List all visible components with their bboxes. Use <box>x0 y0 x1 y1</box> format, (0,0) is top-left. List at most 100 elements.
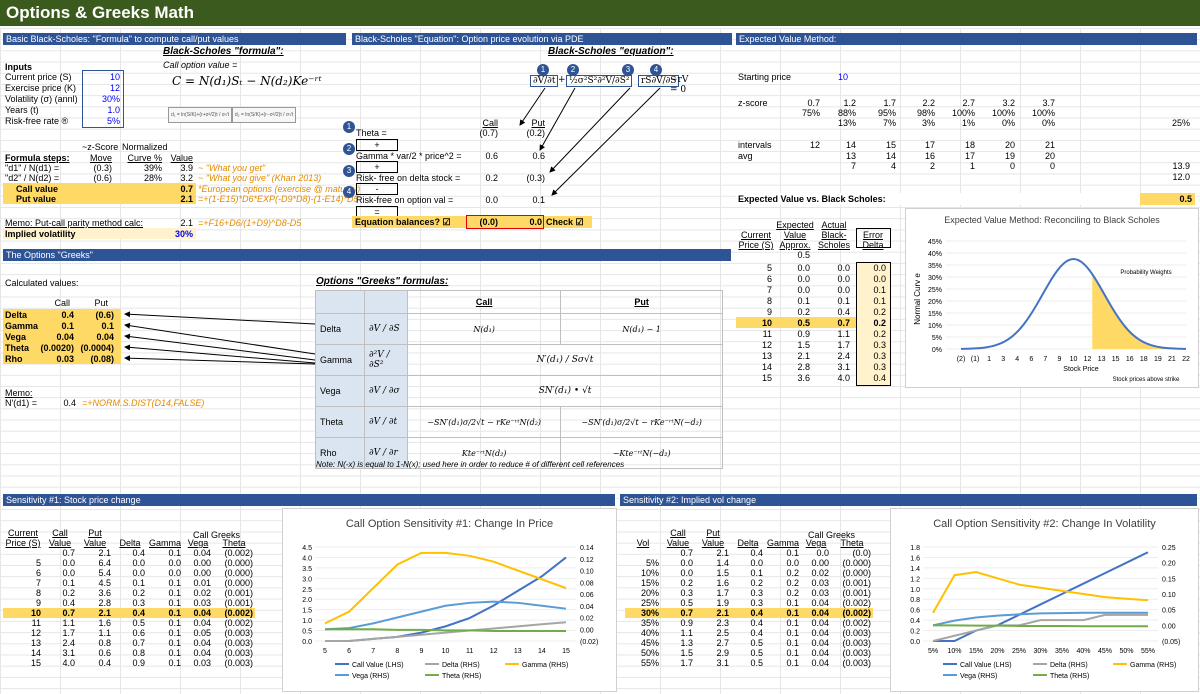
chart-xtick: 15% <box>969 648 983 655</box>
sensitivity-cell: (0.002) <box>842 618 872 628</box>
zscore-cell: 7% <box>882 118 896 128</box>
sensitivity-cell: 0.02 <box>193 588 212 598</box>
step-4-marker: 4 <box>650 64 662 76</box>
sensitivity-cell: 0.7 <box>62 548 75 558</box>
chart-left-tick: 0.6 <box>910 608 920 615</box>
sensitivity-cell: 6.4 <box>98 558 111 568</box>
chart-left-tick: 4.0 <box>302 555 312 562</box>
section-bs-formula: Basic Black-Scholes: "Formula" to comput… <box>3 33 346 45</box>
greeks-col-put: Put <box>94 298 108 308</box>
chart-xtick: 10 <box>442 648 450 655</box>
ft-greek-name: Gamma <box>315 344 365 376</box>
step-4-marker: 4 <box>343 186 355 198</box>
col-move: Move <box>89 153 112 163</box>
sensitivity-cell: 0.00 <box>811 558 830 568</box>
sensitivity-cell: (0.003) <box>842 628 872 638</box>
ft-derivative: ∂V / ∂t <box>364 406 408 438</box>
sensitivity-top-row: 0.7 2.1 0.4 0.1 0.04 (0.002) <box>3 548 255 558</box>
sensitivity-2-chart-plot: Call Option Sensitivity #2: Change In Vo… <box>910 518 1180 680</box>
sensitivity-cell: 0.1 <box>168 628 182 638</box>
sensitivity-col-header: Gamma <box>767 538 800 548</box>
sensitivity-cell: 0.2 <box>680 578 693 588</box>
ev-table-cell: 0.0 <box>797 274 810 284</box>
call-value-label: Call option value = <box>163 60 238 70</box>
sensitivity-cell: 1.6 <box>98 618 111 628</box>
input-years[interactable]: 1.0 <box>107 105 120 115</box>
sensitivity-cell: 0.04 <box>193 618 212 628</box>
chart-xtick: 35% <box>1055 648 1069 655</box>
avg-cell: 19 <box>1004 151 1015 161</box>
ev-table-cell: 0.4 <box>837 307 850 317</box>
sensitivity-cell: 0.1 <box>62 578 75 588</box>
sensitivity-cell: 1.7 <box>680 658 693 668</box>
greek-put-value: 0.04 <box>96 332 114 342</box>
pde-equation: ∂V/∂t + ½σ²S²∂²V/∂S² rS∂V/∂S −rV = 0 <box>528 70 688 100</box>
step-1-marker: 1 <box>343 121 355 133</box>
chart-xtick: 13 <box>514 648 522 655</box>
sensitivity-cell: 6 <box>35 568 41 578</box>
chart-xtick: 25% <box>1012 648 1026 655</box>
sensitivity-table: Current Price (S) Call Value Put Value Delt… <box>3 528 256 668</box>
input-exercise-price[interactable]: 12 <box>109 83 120 93</box>
implied-vol-value[interactable]: 30% <box>174 229 193 239</box>
sensitivity-cell: 0.2 <box>786 578 800 588</box>
ft-derivative: ∂²V / ∂S² <box>364 344 408 376</box>
ev-table-cell: 0.3 <box>873 340 886 350</box>
formula-title: Black-Scholes "formula": <box>163 46 284 57</box>
error-col-box <box>856 262 891 386</box>
input-volatility[interactable]: 30% <box>101 94 120 104</box>
sensitivity-cell: 0.1 <box>786 638 800 648</box>
greek-put-value: 0.1 <box>101 321 114 331</box>
sensitivity-row: 30% 0.7 2.1 0.4 0.1 0.04 (0.002) <box>625 608 874 618</box>
input-risk-free-rate[interactable]: 5% <box>106 116 120 126</box>
chart-xtick: 30% <box>1033 648 1047 655</box>
s2-call-greeks-label: Call Greeks <box>808 530 856 540</box>
chart-left-tick: 1.2 <box>910 576 920 583</box>
plus-sign: + <box>356 139 398 151</box>
sensitivity-cell: 0.02 <box>811 568 830 578</box>
sensitivity-cell: 0.8 <box>132 648 145 658</box>
sensitivity-cell: (0.000) <box>842 568 872 578</box>
chart-right-tick: 0.20 <box>1162 561 1176 568</box>
ev-xtick: 10 <box>1070 356 1078 363</box>
sensitivity-cell: (0.003) <box>224 638 254 648</box>
sensitivity-cell: 0.1 <box>168 618 182 628</box>
zscore-cell: 1% <box>961 118 975 128</box>
ev-ytick: 30% <box>928 275 942 282</box>
ev-side-2: 12.0 <box>1172 172 1190 182</box>
sensitivity-cell: 0.0 <box>786 558 800 568</box>
ev-approx-top: 0.5 <box>797 250 810 260</box>
sensitivity-row: 8 0.2 3.6 0.2 0.1 0.02 (0.001) <box>3 588 255 598</box>
ev-normal-curve <box>960 258 1187 350</box>
chart-xtick: 5% <box>928 648 938 655</box>
chart-xtick: 40% <box>1076 648 1090 655</box>
sensitivity-cell: 1.6 <box>716 578 729 588</box>
greeks-col-call: Call <box>54 298 70 308</box>
sensitivity-cell: 0.0 <box>62 568 75 578</box>
ev-table-cell: 0.0 <box>837 263 850 273</box>
nd1-note: =+NORM.S.DIST(D14,FALSE) <box>82 398 205 408</box>
chart-left-tick: 1.5 <box>302 608 312 615</box>
chart-left-tick: 3.5 <box>302 566 312 573</box>
rf-option-label: Risk-free on option val = <box>356 195 454 205</box>
d1-label: "d1" / N(d1) = <box>5 163 60 173</box>
greek-call-value: 0.4 <box>61 310 74 320</box>
ev-note: Stock prices above strike <box>1113 377 1180 383</box>
sensitivity-cell: 0.01 <box>193 578 212 588</box>
avg-cell: 17 <box>964 151 975 161</box>
starting-price-value[interactable]: 10 <box>837 72 848 82</box>
section-sensitivity-1: Sensitivity #1: Stock price change <box>3 494 615 506</box>
greek-formulas-title: Options "Greeks" formulas: <box>316 276 449 287</box>
zscore-cell: 0.7 <box>807 98 820 108</box>
ev-table-cell: 11 <box>762 329 772 339</box>
sensitivity-row: 40% 1.1 2.5 0.4 0.1 0.04 (0.003) <box>625 628 873 638</box>
avg2-cell: 4 <box>890 161 896 171</box>
theta-label: Theta = <box>356 128 387 138</box>
input-current-price[interactable]: 10 <box>109 72 120 82</box>
chart-right-tick: 0.00 <box>580 627 594 634</box>
sensitivity-cell: 0.3 <box>132 598 145 608</box>
put-value-note: =+(1-E15)*D6*EXP(-D9*D8)-(1-E14)*D5 <box>198 194 359 204</box>
chart-left-tick: 1.0 <box>910 587 920 594</box>
sensitivity-cell: 0.1 <box>168 638 182 648</box>
sensitivity-row: 5% 0.0 1.4 0.0 0.0 0.00 (0.000) <box>625 558 873 568</box>
